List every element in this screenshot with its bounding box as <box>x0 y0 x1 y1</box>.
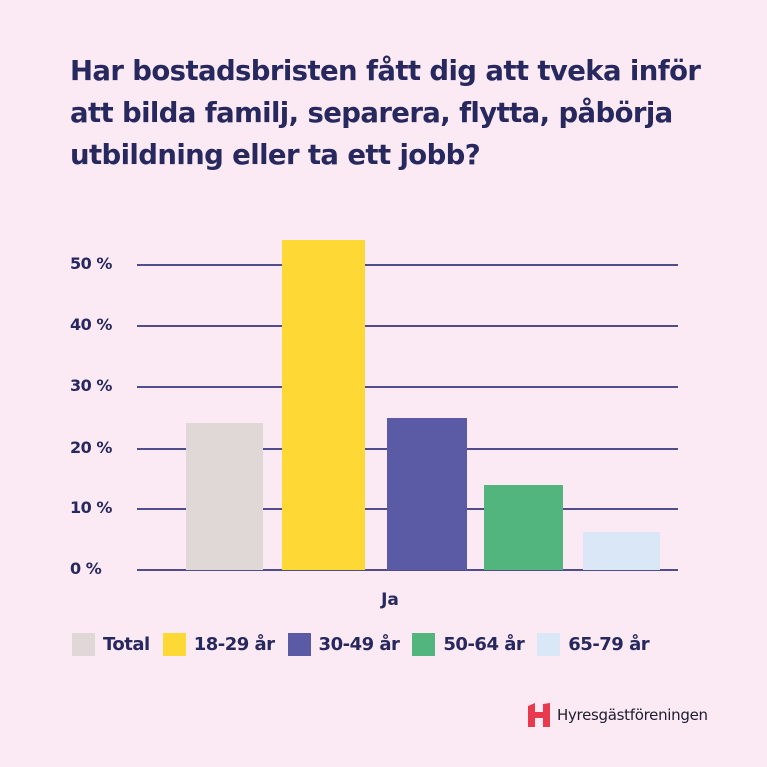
gridline-50 <box>137 264 678 266</box>
legend-label: 65-79 år <box>568 634 650 655</box>
legend-item-50-64: 50-64 år <box>412 633 525 656</box>
bar-18-29 <box>282 240 365 570</box>
ytick-50: 50 % <box>70 254 112 273</box>
brand-logo: Hyresgästföreningen <box>528 703 708 727</box>
bar-total <box>186 423 263 570</box>
legend-item-65-79: 65-79 år <box>537 633 650 656</box>
legend-swatch <box>162 633 186 656</box>
h-logo-icon <box>528 703 550 727</box>
ytick-40: 40 % <box>70 315 112 334</box>
legend-swatch <box>287 633 311 656</box>
legend-swatch <box>72 633 95 656</box>
gridline-30 <box>137 386 678 388</box>
legend: Total 18-29 år 30-49 år 50-64 år 65-79 å… <box>72 633 662 656</box>
gridline-0 <box>137 569 678 571</box>
bar-30-49 <box>387 418 467 570</box>
x-category-label: Ja <box>381 590 399 610</box>
legend-label: 50-64 år <box>443 634 525 655</box>
legend-swatch <box>412 633 436 656</box>
legend-label: 18-29 år <box>193 634 275 655</box>
legend-item-30-49: 30-49 år <box>287 633 400 656</box>
legend-swatch <box>537 633 561 656</box>
bar-50-64 <box>484 485 563 570</box>
gridline-40 <box>137 325 678 327</box>
chart-title: Har bostadsbristen fått dig att tveka in… <box>70 55 701 171</box>
ytick-30: 30 % <box>70 376 112 395</box>
legend-label: Total <box>103 634 150 655</box>
ytick-0: 0 % <box>70 559 102 578</box>
bar-65-79 <box>583 532 660 570</box>
brand-name: Hyresgästföreningen <box>557 706 708 724</box>
ytick-20: 20 % <box>70 438 112 457</box>
ytick-10: 10 % <box>70 498 112 517</box>
legend-label: 30-49 år <box>318 634 400 655</box>
legend-item-total: Total <box>72 633 150 656</box>
legend-item-18-29: 18-29 år <box>162 633 275 656</box>
